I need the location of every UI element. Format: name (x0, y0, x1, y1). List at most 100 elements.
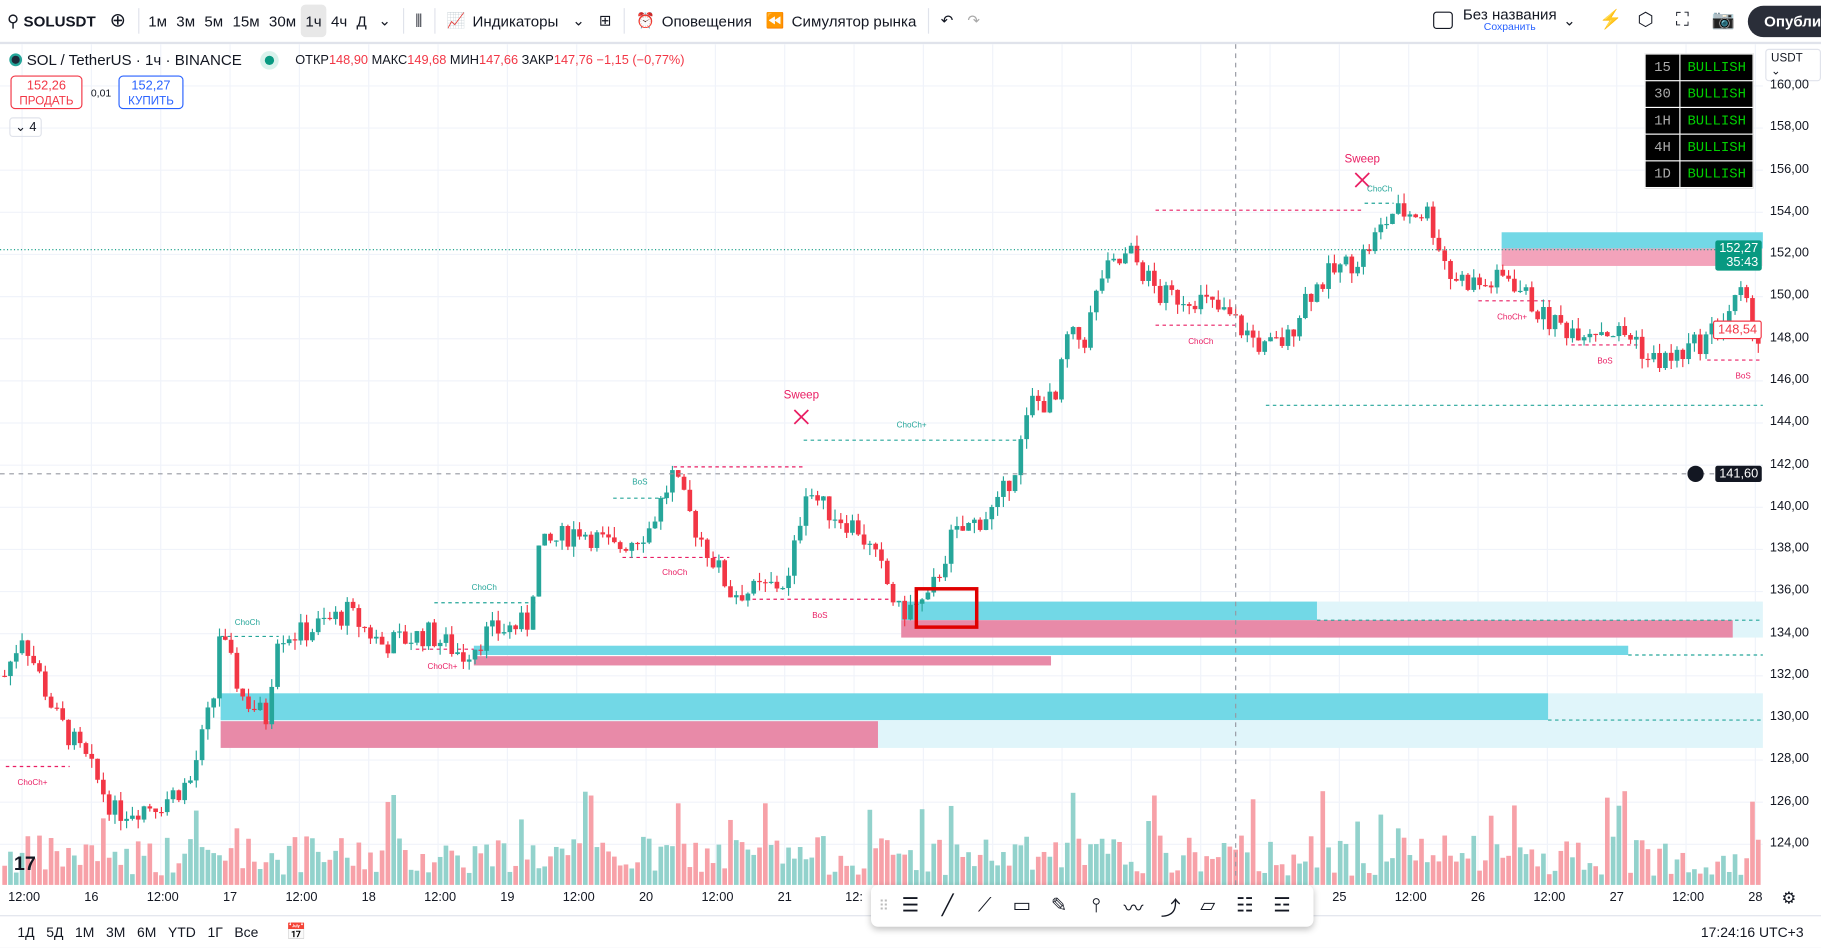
interval-dropdown[interactable]: ⌄ (371, 5, 398, 38)
range-2[interactable]: 1М (75, 923, 95, 941)
interval-0[interactable]: 1м (148, 12, 168, 30)
volume-bar (484, 844, 489, 885)
candle-body (1210, 296, 1215, 300)
candle-body (153, 808, 158, 813)
replay-button[interactable]: ⏪ Симулятор рынка (765, 11, 917, 30)
range-7[interactable]: Все (234, 923, 259, 941)
indicators-button[interactable]: 📈 Индикаторы ⌄ (446, 11, 585, 30)
volume-bar (1314, 867, 1320, 885)
chevron-down-icon[interactable]: ⌄ (1563, 11, 1576, 30)
structure-label: ChoCh (235, 618, 260, 627)
interval-7[interactable]: Д (356, 12, 367, 30)
publish-button[interactable]: Опубликовать (1747, 5, 1821, 38)
interval-4[interactable]: 30м (268, 12, 297, 30)
fullscreen-icon[interactable]: ⛶ (1675, 10, 1689, 31)
interval-2[interactable]: 5м (204, 12, 224, 30)
long-position-icon[interactable]: ⫯ (1092, 894, 1101, 917)
range-3[interactable]: 3М (106, 923, 126, 941)
templates-button[interactable]: ⊞ (592, 5, 619, 38)
candle-body (908, 604, 913, 620)
symbol-search[interactable]: ⚲ SOLUSDT (6, 11, 96, 30)
candle-body (716, 560, 722, 568)
interval-5[interactable]: 1ч (300, 4, 327, 38)
currency-dropdown[interactable]: USDT ⌄ (1765, 48, 1821, 82)
rectangle-icon[interactable]: ▭ (1012, 894, 1032, 917)
drag-handle-icon[interactable]: ⠿ (878, 897, 889, 914)
candle-body (1355, 266, 1360, 274)
volume-bar (577, 843, 582, 885)
chart-pane[interactable] (0, 44, 1821, 948)
add-symbol-button[interactable]: ⊕ (109, 9, 127, 32)
range-6[interactable]: 1Г (207, 923, 223, 941)
interval-1[interactable]: 3м (176, 12, 196, 30)
layout-checkbox[interactable] (1433, 11, 1453, 30)
date-range-icon[interactable]: 📅 (286, 922, 307, 941)
volume-bar (1059, 867, 1064, 885)
volume-bar (565, 855, 571, 885)
price-chart[interactable]: Sweep Sweep ChoCh+ BoS ChoCh BoS ChoCh ChoCh Cho… (0, 44, 1763, 885)
undo-button[interactable]: ↶ (934, 5, 961, 38)
fib-icon[interactable]: ☷ (1236, 894, 1254, 917)
redo-button[interactable]: ↷ (960, 5, 987, 38)
comment-icon[interactable]: ▱ (1200, 894, 1216, 917)
layout-name-button[interactable]: Без названия Сохранить (1462, 5, 1557, 33)
range-0[interactable]: 1Д (17, 923, 35, 941)
pattern-icon[interactable]: ☲ (1273, 894, 1291, 917)
volume-bar (641, 836, 646, 885)
volume-bar (1134, 871, 1140, 885)
range-4[interactable]: 6М (137, 923, 157, 941)
interval-6[interactable]: 4ч (330, 12, 348, 30)
symbol-title[interactable]: SOL / TetherUS · 1ч · BINANCE (26, 51, 242, 69)
ray-icon[interactable]: ⟋ (977, 894, 992, 917)
candle-body (1738, 287, 1744, 296)
candle-body (141, 806, 147, 820)
range-1[interactable]: 5Д (46, 923, 64, 941)
brush-icon[interactable]: ✎ (1050, 894, 1068, 917)
candle-body (1314, 284, 1320, 302)
sell-button[interactable]: 152,26 ПРОДАТЬ (10, 75, 83, 110)
candle-body (1628, 335, 1633, 340)
volume-bar (420, 854, 426, 885)
volume-bar (455, 855, 460, 885)
candle-body (356, 608, 362, 627)
candle-body (95, 758, 100, 780)
trend: BULLISH (1679, 133, 1755, 162)
time-axis-settings-icon[interactable]: ⚙ (1781, 888, 1797, 908)
volume-bar (931, 843, 937, 885)
candle-body (617, 542, 623, 549)
volume-bar (1198, 871, 1204, 885)
volume-bar (1448, 855, 1453, 885)
chart-type-button[interactable]: ⫼ (408, 5, 429, 38)
curve-icon[interactable]: ⤴ (1160, 897, 1181, 920)
price-axis[interactable]: USDT ⌄ 160,00 158,00 156,00 154,00 152,00 150… (1763, 44, 1821, 885)
settings-icon[interactable]: ⬡ (1637, 10, 1654, 31)
candle-body (269, 686, 275, 725)
horizontal-lines-icon[interactable]: ☰ (901, 894, 920, 917)
candle-body (1483, 285, 1488, 287)
candle-body (815, 495, 820, 501)
volume-bar (850, 865, 855, 885)
range-5[interactable]: YTD (167, 923, 196, 941)
volume-bar (1233, 849, 1238, 885)
interval-list: 1м 3м 5м 15м 30м 1ч 4ч Д (144, 4, 372, 38)
collapse-indicators-button[interactable]: ⌄ 4 (9, 117, 43, 138)
interval-3[interactable]: 15м (232, 12, 260, 30)
volume-bar (617, 865, 623, 885)
camera-icon[interactable]: 📷 (1711, 10, 1735, 31)
time-tick: 16 (84, 890, 99, 905)
candle-body (275, 643, 280, 687)
candle-body (1448, 261, 1453, 279)
buy-button[interactable]: 152,27 КУПИТЬ (118, 75, 184, 110)
price-tick: 154,00 (1769, 204, 1809, 219)
candle-body (1128, 245, 1134, 254)
quick-search-icon[interactable]: ⚡ (1599, 10, 1623, 31)
candle-body (739, 595, 745, 601)
clock: 17:24:16 UTC+3 (1700, 923, 1804, 941)
volume-bar (1041, 851, 1047, 885)
volume-bar (1616, 805, 1622, 885)
alerts-button[interactable]: ⏰ Оповещения (635, 11, 752, 30)
candle-body (1157, 285, 1163, 303)
trend-line-icon[interactable]: ╱ (941, 894, 954, 917)
volume-bar (1279, 864, 1285, 885)
path-icon[interactable]: 〰 (1123, 897, 1144, 920)
